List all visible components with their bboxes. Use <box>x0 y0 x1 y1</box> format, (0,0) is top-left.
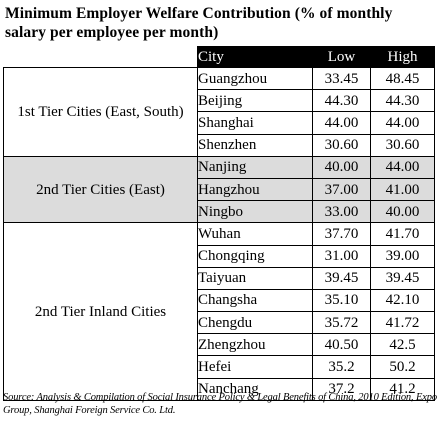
city-cell: Zhengzhou <box>197 333 313 357</box>
table-row: 2nd Tier Cities (East) Nanjing 40.00 44.00 <box>3 155 435 224</box>
low-cell: 31.00 <box>312 244 371 268</box>
table-body: 1st Tier Cities (East, South) Guangzhou 33… <box>3 66 435 401</box>
low-cell: 35.10 <box>312 288 371 313</box>
city-cell: Taiyuan <box>197 266 313 290</box>
city-cell: Shenzhen <box>197 133 313 157</box>
low-cell: 40.00 <box>312 155 371 179</box>
table-row: Beijing 44.30 44.30 <box>4 89 435 113</box>
city-cell: Shanghai <box>197 111 313 135</box>
table-row: Zhengzhou 40.50 42.5 <box>4 333 435 357</box>
header-city: City <box>197 46 313 68</box>
city-cell: Wuhan <box>197 222 313 246</box>
low-cell: 44.30 <box>312 89 371 113</box>
group-label: 2nd Tier Inland Cities <box>3 222 198 401</box>
table-row: Chengdu 35.72 41.72 <box>4 311 435 335</box>
high-cell: 44.00 <box>370 111 435 135</box>
high-cell: 42.10 <box>370 288 435 313</box>
low-cell: 30.60 <box>312 133 371 157</box>
high-cell: 39.00 <box>370 244 435 268</box>
group-label: 1st Tier Cities (East, South) <box>3 67 198 157</box>
table-row: Shanghai 44.00 44.00 <box>4 111 435 135</box>
high-cell: 41.70 <box>370 222 435 246</box>
header-high: High <box>370 46 435 68</box>
table-header-row: City Low High <box>3 46 435 68</box>
table-row: Ningbo 33.00 40.00 <box>4 200 435 224</box>
high-cell: 42.5 <box>370 333 435 357</box>
low-cell: 37.00 <box>312 177 371 202</box>
low-cell: 44.00 <box>312 111 371 135</box>
high-cell: 44.00 <box>370 155 435 179</box>
high-cell: 30.60 <box>370 133 435 157</box>
city-cell: Beijing <box>197 89 313 113</box>
high-cell: 41.00 <box>370 177 435 202</box>
high-cell: 50.2 <box>370 355 435 379</box>
table-row: 1st Tier Cities (East, South) Guangzhou 33… <box>3 66 435 157</box>
table-row: Hefei 35.2 50.2 <box>4 355 435 379</box>
source-note: Source: Analysis & Compilation of Social… <box>3 392 437 416</box>
header-blank-cell <box>3 46 198 68</box>
high-cell: 39.45 <box>370 266 435 290</box>
low-cell: 35.72 <box>312 311 371 335</box>
low-cell: 37.70 <box>312 222 371 246</box>
city-cell: Nanjing <box>197 155 313 179</box>
city-cell: Hefei <box>197 355 313 379</box>
welfare-contribution-table: City Low High 1st Tier Cities (East, Sou… <box>3 46 435 401</box>
high-cell: 41.2 <box>370 377 435 401</box>
city-cell: Chengdu <box>197 311 313 335</box>
city-cell: Guangzhou <box>197 66 313 91</box>
high-cell: 41.72 <box>370 311 435 335</box>
table-row: Chongqing 31.00 39.00 <box>4 244 435 268</box>
group-label: 2nd Tier Cities (East) <box>3 155 198 224</box>
low-cell: 33.00 <box>312 200 371 224</box>
low-cell: 33.45 <box>312 66 371 91</box>
low-cell: 40.50 <box>312 333 371 357</box>
city-cell: Chongqing <box>197 244 313 268</box>
high-cell: 40.00 <box>370 200 435 224</box>
high-cell: 48.45 <box>370 66 435 91</box>
table-row: Nanchang 37.2 41.2 <box>4 377 435 401</box>
city-cell: Changsha <box>197 288 313 313</box>
high-cell: 44.30 <box>370 89 435 113</box>
city-cell: Hangzhou <box>197 177 313 202</box>
header-low: Low <box>312 46 371 68</box>
table-title: Minimum Employer Welfare Contribution (%… <box>5 5 393 41</box>
city-cell: Ningbo <box>197 200 313 224</box>
table-row: 2nd Tier Inland Cities Wuhan 37.70 41.70 <box>3 222 435 401</box>
low-cell: 35.2 <box>312 355 371 379</box>
low-cell: 39.45 <box>312 266 371 290</box>
table-row: Hangzhou 37.00 41.00 <box>4 177 435 202</box>
